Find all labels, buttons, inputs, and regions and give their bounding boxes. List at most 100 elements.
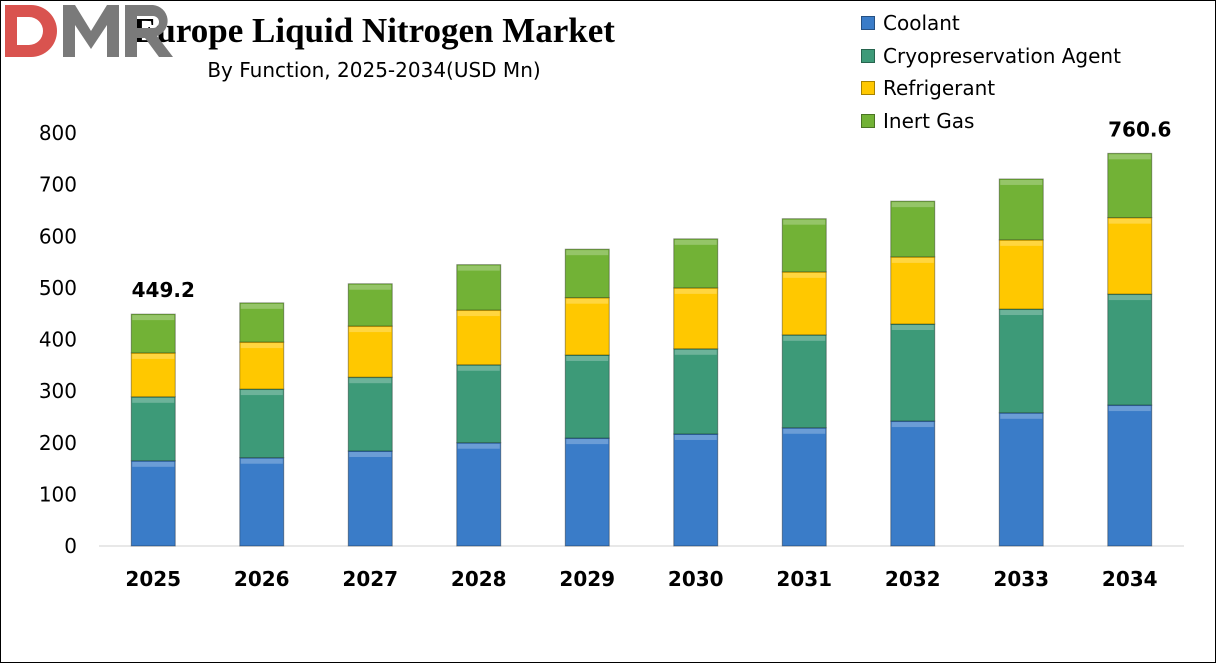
bar-segment-refrigerant [1107, 217, 1153, 295]
x-tick-label: 2027 [342, 567, 398, 591]
bar-segment-cryopreservation-agent [347, 376, 393, 452]
x-tick-label: 2033 [993, 567, 1049, 591]
bar-bevel [132, 353, 175, 359]
bar-bevel [1108, 295, 1151, 301]
bar-bevel [783, 428, 826, 434]
bar-segment-cryopreservation-agent [456, 364, 502, 444]
legend-item-refrigerant: Refrigerant [861, 72, 1121, 105]
legend: Coolant Cryopreservation Agent Refrigera… [861, 7, 1121, 137]
bar-bevel [240, 343, 283, 349]
bar-bevel [891, 422, 934, 428]
bar-bevel [457, 443, 500, 449]
bar-bevel [1000, 179, 1043, 185]
legend-label: Cryopreservation Agent [883, 43, 1121, 68]
bar-segment-inert-gas [564, 248, 610, 299]
bar-segment-inert-gas [1107, 152, 1153, 219]
bar-segment-cryopreservation-agent [781, 334, 827, 429]
bar-segment-inert-gas [998, 178, 1044, 241]
y-tick-label: 400 [39, 328, 77, 352]
y-tick-label: 200 [39, 431, 77, 455]
bar-segment-inert-gas [781, 218, 827, 273]
bar-segment-refrigerant [890, 256, 936, 325]
bar-segment-coolant [1107, 404, 1153, 547]
x-tick-label: 2025 [125, 567, 181, 591]
bar-bevel [132, 315, 175, 321]
bar-segment-cryopreservation-agent [998, 308, 1044, 414]
x-tick-label: 2032 [885, 567, 941, 591]
bar-segment-cryopreservation-agent [239, 388, 285, 459]
x-tick-label: 2028 [451, 567, 507, 591]
y-tick-label: 100 [39, 482, 77, 506]
bar-bevel [891, 257, 934, 263]
bar-bevel [349, 452, 392, 458]
bar-bevel [674, 434, 717, 440]
bar-bevel [1108, 154, 1151, 160]
x-tick-label: 2031 [776, 567, 832, 591]
bar-bevel [566, 439, 609, 445]
x-tick-label: 2029 [559, 567, 615, 591]
bar-segment-cryopreservation-agent [564, 354, 610, 439]
bar-segment-refrigerant [564, 297, 610, 356]
bar-bevel [674, 288, 717, 294]
y-tick-label: 500 [39, 276, 77, 300]
bar-bevel [674, 239, 717, 245]
bar-bevel [566, 355, 609, 361]
bar-bevel [240, 458, 283, 464]
bar-segment-refrigerant [130, 352, 176, 398]
bar-segment-refrigerant [456, 309, 502, 366]
bar-bevel [1000, 240, 1043, 246]
legend-label: Coolant [883, 11, 960, 36]
bar-segment-cryopreservation-agent [1107, 293, 1153, 406]
bar-segment-refrigerant [673, 287, 719, 350]
bar-segment-coolant [998, 412, 1044, 547]
bar-bevel [349, 378, 392, 384]
bar-bevel [1108, 218, 1151, 224]
bar-bevel [349, 284, 392, 290]
y-tick-label: 0 [64, 534, 77, 558]
legend-item-inert-gas: Inert Gas [861, 105, 1121, 138]
legend-swatch [861, 81, 875, 96]
bar-segment-coolant [564, 437, 610, 547]
bar-bevel [240, 390, 283, 396]
bar-segment-inert-gas [130, 313, 176, 354]
bar-segment-inert-gas [239, 302, 285, 343]
bar-segment-coolant [781, 427, 827, 547]
legend-swatch [861, 16, 875, 31]
chart-title: Europe Liquid Nitrogen Market [133, 11, 615, 50]
y-tick-label: 800 [39, 121, 77, 145]
legend-swatch [861, 48, 875, 63]
dmr-logo [5, 5, 173, 57]
bar-segment-coolant [239, 457, 285, 547]
bar-bevel [674, 349, 717, 355]
bar-segment-cryopreservation-agent [890, 323, 936, 422]
bar-bevel [783, 219, 826, 225]
bar-segment-refrigerant [998, 239, 1044, 310]
bar-bevel [1000, 413, 1043, 419]
bar-segment-refrigerant [347, 325, 393, 378]
bar-segment-coolant [890, 420, 936, 547]
bar-bevel [891, 202, 934, 208]
x-tick-label: 2030 [668, 567, 724, 591]
y-tick-label: 600 [39, 224, 77, 248]
bar-bevel [783, 272, 826, 278]
bar-segment-coolant [130, 460, 176, 547]
legend-swatch [861, 113, 875, 128]
bar-bevel [566, 298, 609, 304]
bar-bevel [891, 325, 934, 331]
legend-item-cryopreservation-agent: Cryopreservation Agent [861, 40, 1121, 73]
bar-bevel [1108, 406, 1151, 412]
legend-label: Refrigerant [883, 76, 996, 101]
bar-bevel [783, 335, 826, 341]
bar-segment-coolant [456, 442, 502, 547]
bar-segment-cryopreservation-agent [130, 396, 176, 462]
bar-bevel [349, 327, 392, 333]
bar-segment-refrigerant [781, 271, 827, 336]
legend-item-coolant: Coolant [861, 7, 1121, 40]
bar-bevel [1000, 310, 1043, 316]
y-tick-label: 700 [39, 173, 77, 197]
x-tick-label: 2026 [234, 567, 290, 591]
bar-segment-coolant [347, 450, 393, 547]
bar-segment-inert-gas [890, 200, 936, 258]
